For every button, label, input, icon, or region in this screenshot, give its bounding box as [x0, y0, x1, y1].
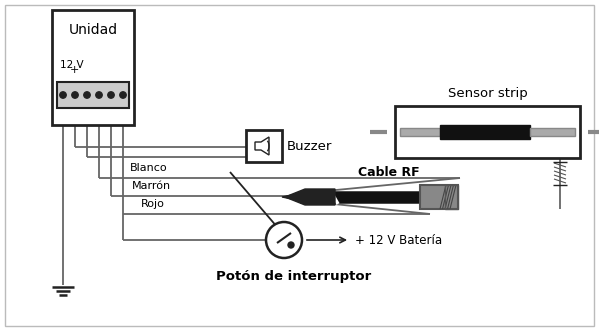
Bar — [530, 128, 575, 136]
Bar — [246, 130, 282, 162]
Bar — [445, 185, 458, 209]
Circle shape — [120, 92, 126, 98]
Text: +: + — [70, 65, 80, 75]
Polygon shape — [282, 193, 302, 201]
Text: Potón de interruptor: Potón de interruptor — [216, 270, 371, 283]
Text: Rojo: Rojo — [141, 199, 165, 209]
Polygon shape — [255, 137, 269, 155]
Bar — [52, 10, 134, 125]
Circle shape — [60, 92, 66, 98]
Circle shape — [96, 92, 102, 98]
Circle shape — [108, 92, 114, 98]
Text: Sensor strip: Sensor strip — [447, 87, 527, 100]
Text: Buzzer: Buzzer — [287, 139, 332, 153]
Text: 12 V: 12 V — [60, 60, 84, 70]
Bar — [395, 106, 580, 158]
Bar — [440, 125, 530, 139]
Circle shape — [84, 92, 90, 98]
Polygon shape — [285, 189, 335, 205]
Text: Unidad: Unidad — [68, 23, 117, 37]
Text: Cable RF: Cable RF — [358, 166, 420, 178]
Text: Marrón: Marrón — [131, 181, 171, 191]
Text: + 12 V Batería: + 12 V Batería — [355, 233, 442, 247]
Bar — [420, 185, 458, 209]
Bar — [400, 128, 440, 136]
Text: Blanco: Blanco — [130, 163, 168, 173]
Bar — [57, 82, 129, 108]
Circle shape — [72, 92, 78, 98]
Circle shape — [288, 242, 294, 248]
Circle shape — [266, 222, 302, 258]
